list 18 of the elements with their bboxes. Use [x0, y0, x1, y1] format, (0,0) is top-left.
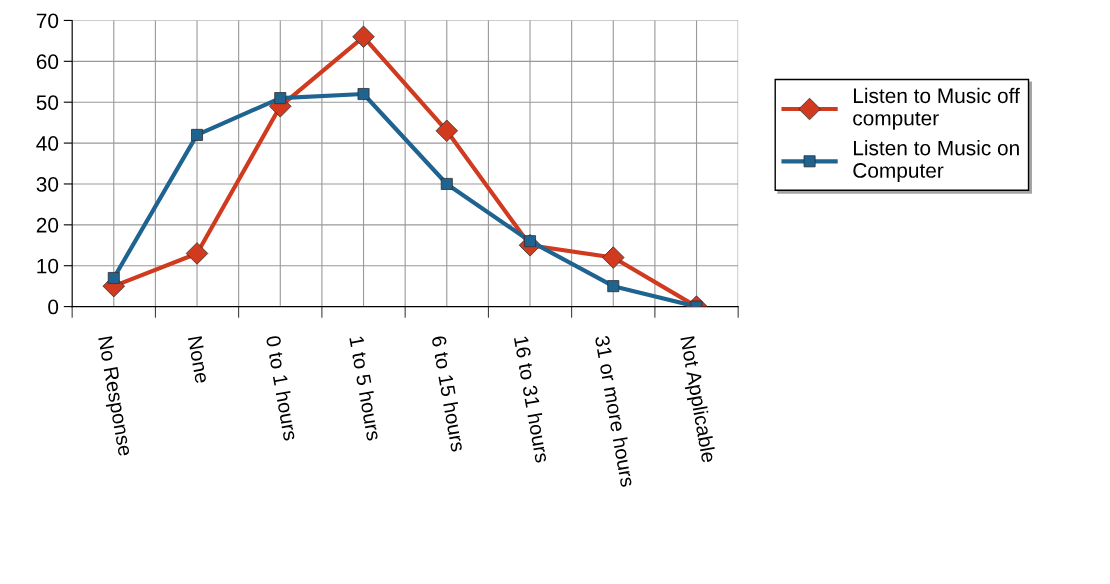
legend-label: Listen to Music off computer	[853, 87, 1020, 130]
y-tick-label: 50	[36, 95, 59, 110]
x-tick-label: 0 to 1 hours	[265, 335, 299, 441]
x-tick-label: 16 to 31 hours	[513, 335, 551, 464]
y-tick-label: 60	[36, 54, 59, 70]
y-tick-label: 20	[36, 217, 59, 233]
y-tick-label: 70	[36, 13, 59, 29]
x-tick-label: 31 or more hours	[594, 335, 636, 488]
legend-label: Listen to Music on Computer	[853, 140, 1019, 182]
x-tick-label: 1 to 5 hours	[349, 335, 382, 441]
x-tick-label: None	[187, 336, 210, 384]
y-tick-label: 10	[37, 258, 59, 274]
x-tick-label: No Response	[94, 336, 133, 457]
y-tick-label: 30	[36, 176, 59, 192]
y-tick-label: 0	[48, 299, 59, 315]
x-tick-label: Not Applicable	[676, 336, 717, 464]
y-tick-label: 40	[36, 136, 59, 151]
x-tick-label: 6 to 15 hours	[431, 335, 467, 452]
